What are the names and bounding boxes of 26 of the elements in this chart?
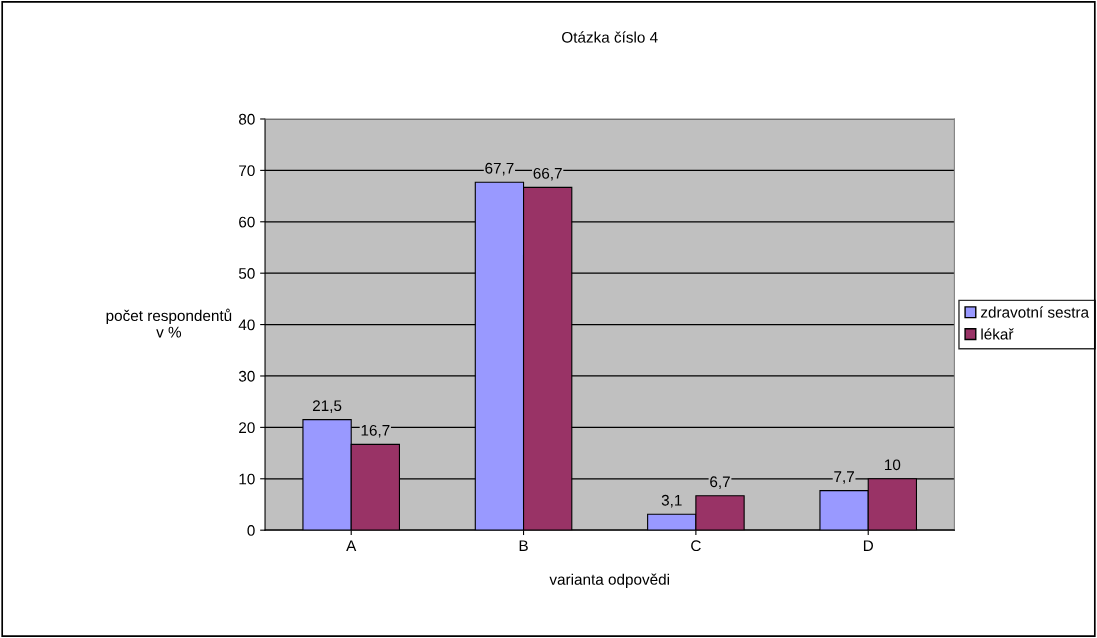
x-tick-label: D: [863, 540, 874, 551]
data-label: 6,7: [710, 476, 730, 489]
data-label: 21,5: [312, 400, 342, 413]
data-label: 16,7: [361, 424, 390, 438]
y-tick-label: 10: [239, 473, 255, 485]
x-tick-label: C: [691, 540, 701, 552]
y-axis-title: počet respondentů v %: [106, 308, 232, 338]
data-label: 3,1: [661, 494, 682, 508]
x-tick-label: B: [519, 540, 528, 551]
x-tick-label: A: [346, 540, 357, 551]
y-tick-label: 50: [238, 268, 255, 279]
data-label: 67,7: [485, 162, 514, 176]
y-tick-label: 70: [239, 165, 255, 177]
data-label: 7,7: [834, 471, 854, 484]
y-tick-label: 20: [239, 422, 255, 434]
y-tick-label: 40: [238, 319, 255, 331]
legend-label: zdravotní sestra: [980, 306, 1090, 318]
x-axis-title: varianta odpovědi: [549, 573, 669, 588]
y-tick-label: 30: [238, 370, 255, 382]
y-tick-label: 60: [239, 216, 255, 228]
legend-label: lékař: [981, 328, 1014, 340]
y-tick-label: 0: [247, 525, 255, 536]
chart-title: Otázka číslo 4: [562, 31, 658, 43]
data-label: 66,7: [533, 167, 562, 181]
y-tick-label: 80: [238, 113, 255, 125]
data-label: 10: [885, 459, 901, 471]
